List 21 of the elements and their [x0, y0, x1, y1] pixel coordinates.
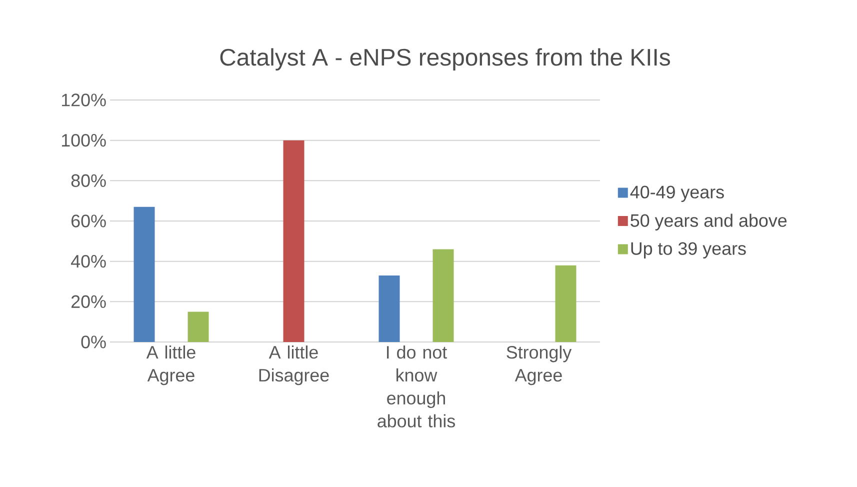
y-tick-label: 20%: [72, 295, 106, 308]
bar: [432, 249, 454, 342]
legend-label: Up to 39 years: [631, 242, 746, 258]
legend-label: 40-49 years: [630, 186, 724, 202]
bar: [555, 265, 576, 342]
legend-label: 50 years and above: [630, 214, 787, 230]
y-tick-label: 0%: [81, 336, 106, 348]
x-tick-label: A little Disagree: [259, 346, 329, 386]
y-tick-label: 40%: [71, 254, 106, 268]
x-tick-label: A little Agree: [146, 346, 196, 386]
bar: [188, 312, 209, 342]
bar: [134, 206, 155, 342]
bar: [283, 140, 304, 342]
y-tick-label: 120%: [62, 94, 106, 106]
y-tick-label: 80%: [71, 174, 106, 187]
x-tick-label: Strongly Agree: [506, 346, 572, 386]
bar: [378, 275, 400, 342]
x-tick-label: I do not know enough about this: [378, 346, 455, 428]
y-tick-label: 100%: [62, 134, 106, 147]
y-tick-label: 60%: [72, 214, 106, 228]
chart-title: Catalyst A - eNPS responses from the KIIs: [220, 48, 670, 70]
